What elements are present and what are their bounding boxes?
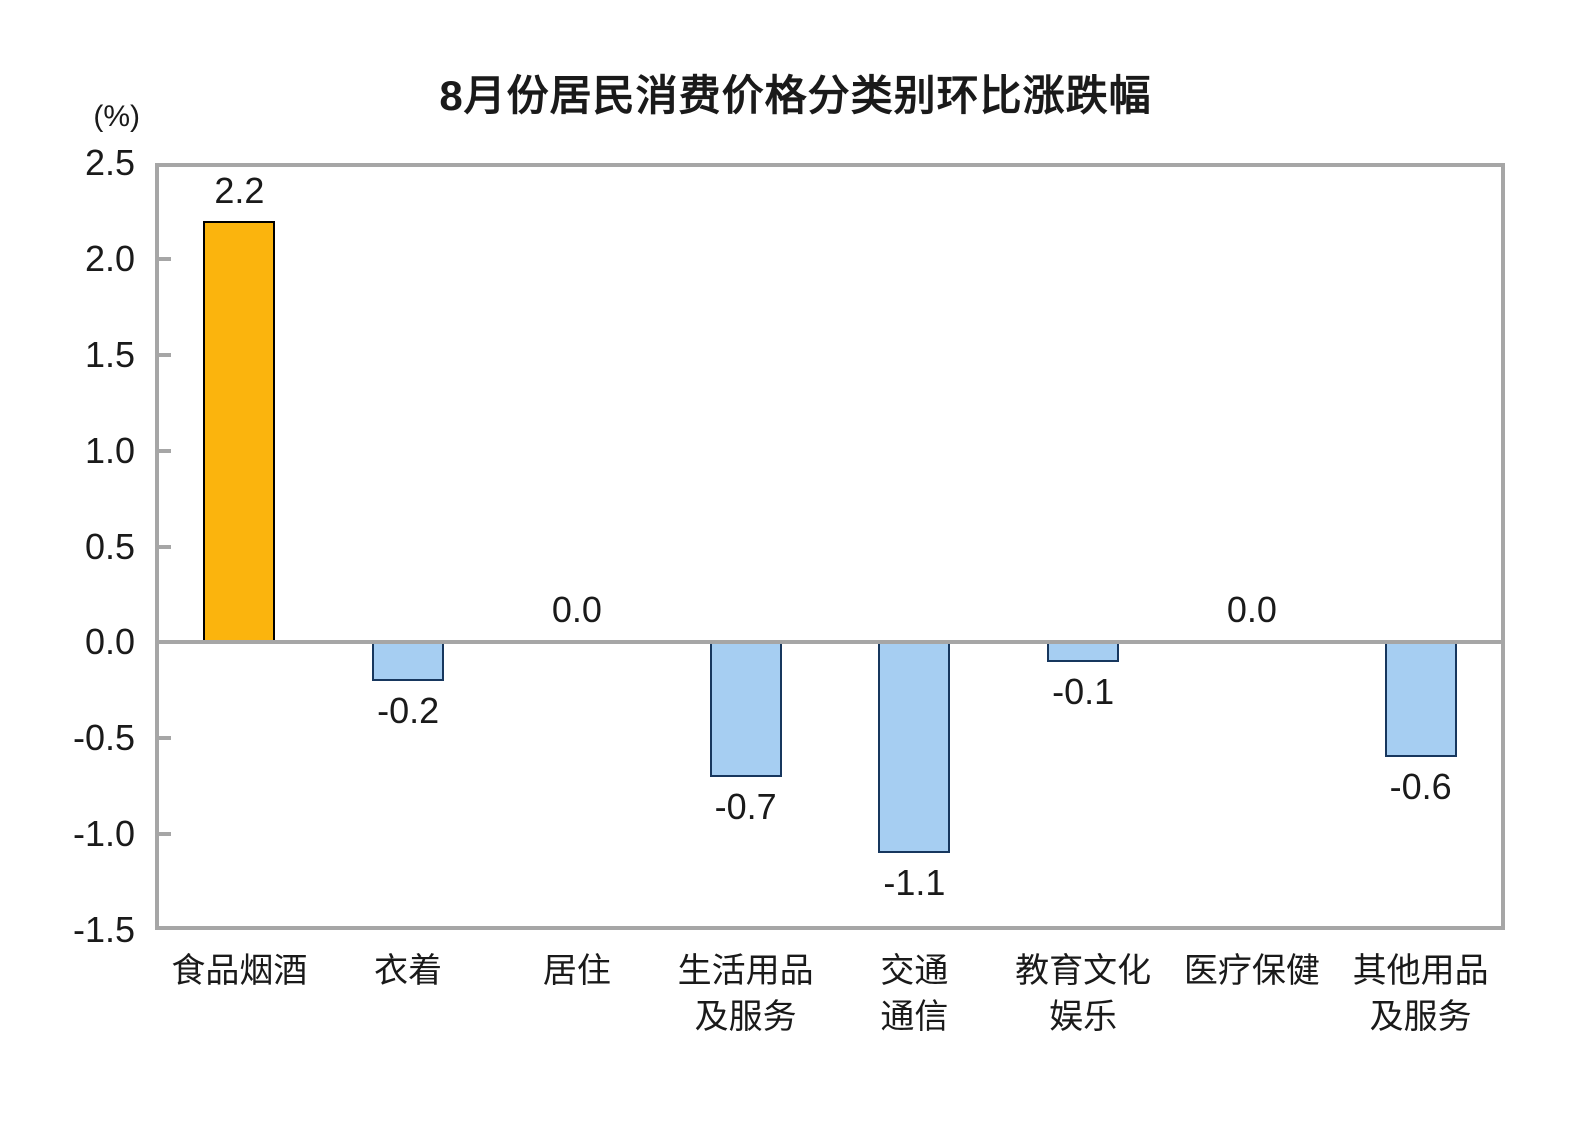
bar-1 [372, 642, 445, 681]
y-axis-tick-label: 0.0 [84, 621, 135, 663]
y-axis-tick-mark [155, 256, 171, 261]
bar-value-label: 0.0 [1226, 589, 1277, 631]
y-axis-tick-label: -0.5 [72, 717, 135, 759]
bar-0 [203, 220, 276, 643]
zero-axis-line [155, 640, 1505, 645]
y-axis-tick-mark [155, 736, 171, 741]
category-label-1: 衣着 [374, 952, 443, 990]
y-axis-unit-label: (%) [93, 100, 140, 133]
category-label-5: 教育文化 娱乐 [1015, 952, 1152, 1036]
category-label-4: 交通 通信 [880, 952, 949, 1036]
y-axis-tick-label: 1.5 [84, 333, 135, 375]
category-label-3: 生活用品 及服务 [677, 952, 814, 1036]
bar-3 [709, 642, 782, 777]
bar-value-label: 2.2 [214, 169, 265, 211]
category-label-0: 食品烟酒 [171, 952, 308, 990]
category-label-7: 其他用品 及服务 [1352, 952, 1489, 1036]
y-axis-tick-mark [155, 352, 171, 357]
bar-value-label: -1.1 [883, 862, 946, 904]
y-axis-tick-label: 2.0 [84, 237, 135, 279]
bar-4 [878, 642, 951, 854]
bar-5 [1047, 642, 1120, 662]
chart-title: 8月份居民消费价格分类别环比涨跌幅 [439, 72, 1152, 119]
bar-value-label: -0.6 [1389, 766, 1452, 808]
bar-value-label: -0.2 [377, 689, 440, 731]
y-axis-tick-label: -1.0 [72, 813, 135, 855]
y-axis-tick-label: 1.0 [84, 429, 135, 471]
y-axis-tick-mark [155, 448, 171, 453]
bar-7 [1384, 642, 1457, 758]
bar-value-label: -0.1 [1052, 670, 1115, 712]
y-axis-tick-mark [155, 544, 171, 549]
bar-value-label: 0.0 [551, 589, 602, 631]
bar-value-label: -0.7 [714, 785, 777, 827]
y-axis-tick-label: 0.5 [84, 525, 135, 567]
y-axis-tick-label: 2.5 [84, 142, 135, 183]
plot-area [155, 163, 1505, 930]
category-label-6: 医疗保健 [1183, 952, 1320, 990]
y-axis-tick-mark [155, 832, 171, 837]
category-label-2: 居住 [542, 952, 611, 990]
y-axis-tick-label: -1.5 [72, 909, 135, 950]
